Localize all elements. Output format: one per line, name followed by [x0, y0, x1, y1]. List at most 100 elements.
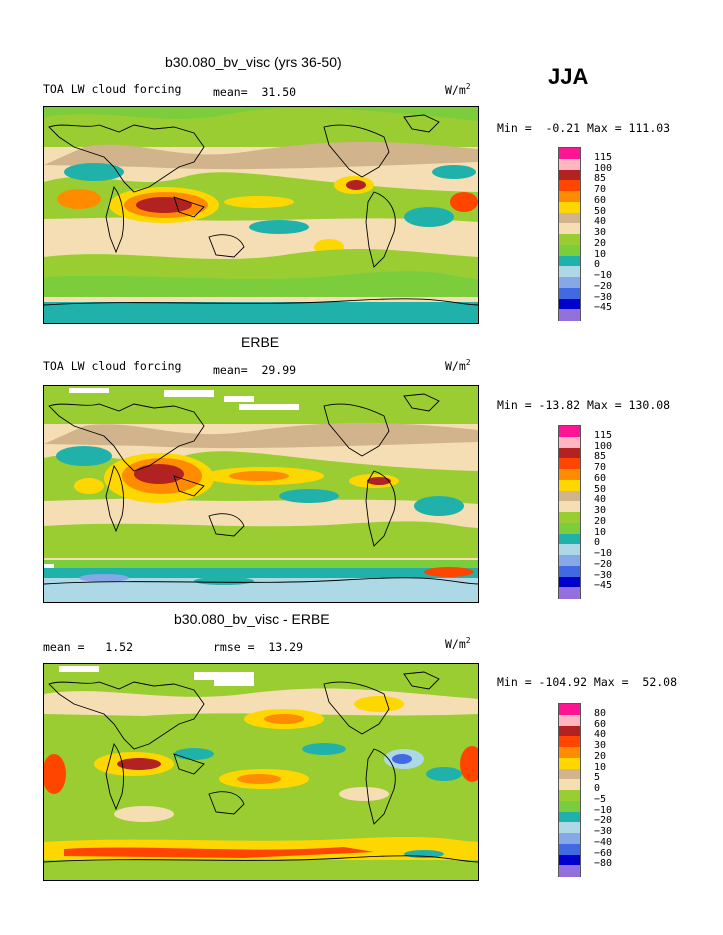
panel2-title: ERBE — [241, 334, 280, 350]
colorbar-swatch — [559, 576, 580, 588]
colorbar-tick-label: 115 — [594, 429, 613, 441]
panel3-colorbar — [558, 703, 581, 877]
colorbar-swatch — [559, 854, 580, 866]
panel1-map-svg — [44, 107, 478, 323]
colorbar-swatch — [559, 298, 580, 310]
colorbar-tick-label: 0 — [594, 537, 601, 549]
panel2-minmax: Min = -13.82 Max = 130.08 — [497, 398, 671, 412]
colorbar-swatch — [559, 725, 580, 737]
colorbar-tick-label: 100 — [594, 162, 613, 174]
colorbar-swatch — [559, 843, 580, 855]
colorbar-tick-label: 5 — [594, 772, 601, 784]
panel1-colorbar — [558, 147, 581, 321]
panel3-map — [43, 663, 479, 881]
colorbar-swatch — [559, 822, 580, 834]
colorbar-tick-label: −10 — [594, 548, 613, 559]
colorbar-tick-label: 30 — [594, 740, 607, 751]
colorbar-swatch — [559, 790, 580, 802]
colorbar-tick-label: −80 — [594, 858, 613, 870]
colorbar-tick-label: 60 — [594, 194, 607, 206]
colorbar-swatch — [559, 158, 580, 170]
colorbar-tick-label: 20 — [594, 515, 607, 527]
colorbar-swatch — [559, 800, 580, 812]
colorbar-swatch — [559, 736, 580, 748]
panel3-map-svg — [44, 664, 478, 880]
colorbar-swatch — [559, 779, 580, 791]
season-label: JJA — [548, 64, 589, 89]
colorbar-swatch — [559, 169, 580, 181]
panel3-units: W/m2 — [445, 636, 471, 651]
colorbar-tick-label: −10 — [594, 270, 613, 281]
panel2-map-svg — [44, 386, 478, 602]
colorbar-swatch — [559, 436, 580, 448]
colorbar-swatch — [559, 544, 580, 556]
panel2-map — [43, 385, 479, 603]
colorbar-tick-label: 30 — [594, 227, 607, 238]
colorbar-swatch — [559, 555, 580, 567]
colorbar-swatch — [559, 565, 580, 577]
colorbar-swatch — [559, 768, 580, 780]
colorbar-swatch — [559, 148, 580, 160]
colorbar-tick-label: −45 — [594, 302, 613, 314]
panel2-variable-label: TOA LW cloud forcing — [43, 359, 182, 373]
colorbar-tick-label: 40 — [594, 494, 607, 506]
colorbar-tick-label: −20 — [594, 815, 613, 827]
colorbar-swatch — [559, 458, 580, 470]
colorbar-tick-label: 10 — [594, 526, 607, 538]
colorbar-swatch — [559, 469, 580, 481]
panel1-minmax: Min = -0.21 Max = 111.03 — [497, 121, 671, 135]
colorbar-swatch — [559, 533, 580, 545]
colorbar-tick-label: 50 — [594, 205, 607, 217]
colorbar-tick-label: 50 — [594, 483, 607, 495]
panel3-rmse-label: rmse = 13.29 — [213, 640, 304, 654]
panel1-map — [43, 106, 479, 324]
colorbar-swatch — [559, 501, 580, 513]
colorbar-swatch — [559, 747, 580, 759]
colorbar-tick-label: 85 — [594, 173, 607, 185]
colorbar-tick-label: −5 — [594, 793, 607, 805]
colorbar-swatch — [559, 287, 580, 299]
panel3-minmax: Min = -104.92 Max = 52.08 — [497, 675, 678, 689]
colorbar-swatch — [559, 479, 580, 491]
colorbar-swatch — [559, 512, 580, 524]
colorbar-swatch — [559, 865, 580, 877]
colorbar-tick-label: −45 — [594, 580, 613, 592]
panel1-variable-label: TOA LW cloud forcing — [43, 82, 182, 96]
colorbar-tick-label: 100 — [594, 440, 613, 452]
colorbar-tick-label: 10 — [594, 248, 607, 260]
colorbar-swatch — [559, 180, 580, 192]
colorbar-tick-label: 30 — [594, 505, 607, 516]
colorbar-tick-label: −10 — [594, 804, 613, 816]
panel2-units: W/m2 — [445, 358, 471, 373]
colorbar-swatch — [559, 833, 580, 845]
colorbar-swatch — [559, 309, 580, 321]
panel1-title: b30.080_bv_visc (yrs 36-50) — [165, 54, 342, 70]
colorbar-tick-label: −20 — [594, 280, 613, 292]
colorbar-swatch — [559, 704, 580, 716]
colorbar-swatch — [559, 277, 580, 289]
colorbar-swatch — [559, 522, 580, 534]
panel1-units: W/m2 — [445, 82, 471, 97]
panel1-mean-label: mean= 31.50 — [213, 85, 297, 99]
colorbar-tick-label: −30 — [594, 291, 613, 303]
colorbar-swatch — [559, 426, 580, 438]
colorbar-tick-label: −60 — [594, 847, 613, 859]
colorbar-tick-label: 85 — [594, 451, 607, 463]
colorbar-tick-label: 60 — [594, 472, 607, 484]
colorbar-swatch — [559, 447, 580, 459]
colorbar-swatch — [559, 757, 580, 769]
colorbar-tick-label: 10 — [594, 761, 607, 773]
colorbar-tick-label: 80 — [594, 707, 607, 719]
colorbar-swatch — [559, 714, 580, 726]
colorbar-tick-label: 70 — [594, 462, 607, 473]
colorbar-swatch — [559, 201, 580, 213]
colorbar-tick-label: −40 — [594, 836, 613, 848]
panel2-mean-label: mean= 29.99 — [213, 363, 297, 377]
colorbar-tick-label: −30 — [594, 569, 613, 581]
colorbar-swatch — [559, 255, 580, 267]
colorbar-tick-label: 40 — [594, 216, 607, 228]
colorbar-tick-label: 0 — [594, 783, 601, 794]
colorbar-swatch — [559, 212, 580, 224]
colorbar-swatch — [559, 490, 580, 502]
colorbar-swatch — [559, 191, 580, 203]
